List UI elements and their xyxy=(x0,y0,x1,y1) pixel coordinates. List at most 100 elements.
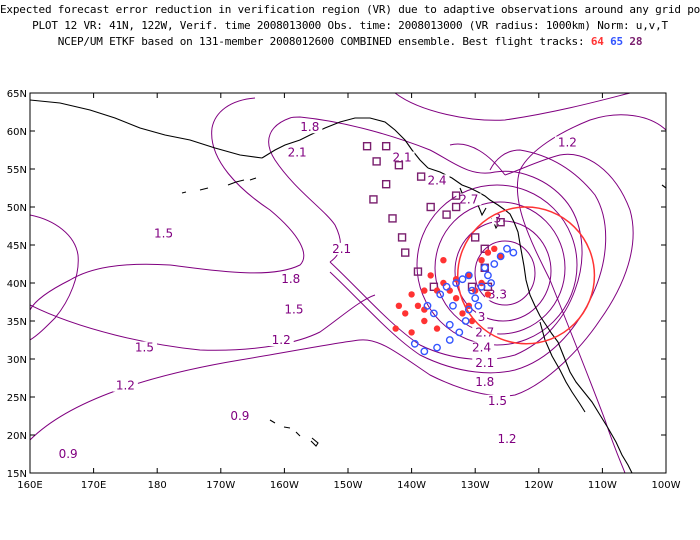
track-65-point xyxy=(452,279,461,287)
contour-label-bg xyxy=(297,121,323,134)
lon-label: 160W xyxy=(270,480,299,491)
contour-label: 2.7 xyxy=(475,325,494,339)
contour-label-bg xyxy=(55,448,81,460)
track-65-point xyxy=(429,309,438,318)
contour-1.5-main xyxy=(30,143,634,441)
track-label-65: 65 xyxy=(610,35,623,48)
contour-3 xyxy=(454,220,552,322)
track-64-point xyxy=(459,310,466,317)
contour-label: 1.5 xyxy=(488,394,507,408)
lon-label: 130W xyxy=(461,480,490,491)
lon-label: 110W xyxy=(588,480,617,491)
contour-label: 1.2 xyxy=(116,379,135,393)
contour-label: 3.3 xyxy=(488,287,507,301)
contour-label: 1.5 xyxy=(284,303,303,317)
title-line-2: PLOT 12 VR: 41N, 122W, Verif. time 20080… xyxy=(32,19,668,32)
track-64-point xyxy=(421,287,428,294)
track-28-point xyxy=(416,172,426,181)
aleutian-islands xyxy=(181,177,257,194)
track-28-point xyxy=(451,191,461,200)
track-64-point xyxy=(408,329,415,336)
lon-label: 140W xyxy=(397,480,426,491)
contour-label-bg xyxy=(472,356,498,369)
contour-label: 2.1 xyxy=(332,242,351,256)
contour-label: 1.8 xyxy=(300,120,319,134)
lat-label: 55N xyxy=(7,165,27,176)
contour-label-bg xyxy=(472,326,498,339)
track-65-point xyxy=(449,301,457,310)
track-28-point xyxy=(401,248,410,257)
lat-label: 15N xyxy=(7,469,27,480)
contour-label: 1.2 xyxy=(272,333,291,347)
track-28-point xyxy=(442,210,451,219)
contour-lines xyxy=(30,93,666,473)
track-65-point xyxy=(509,248,518,257)
lon-label: 170W xyxy=(206,480,235,491)
track-28-point xyxy=(426,202,435,212)
contour-label: 1.2 xyxy=(497,432,516,446)
title-line-3-text: NCEP/UM ETKF based on 131-member 2008012… xyxy=(57,35,585,48)
flight-track-points xyxy=(362,141,518,356)
track-65-point xyxy=(480,263,489,272)
track-64-point xyxy=(484,249,492,256)
hawaii-islands xyxy=(269,419,319,447)
alaska-coast xyxy=(30,99,429,169)
track-65-point xyxy=(445,320,454,329)
track-28-point xyxy=(369,195,378,204)
lat-label: 60N xyxy=(7,127,27,138)
baja-california xyxy=(539,321,586,413)
track-label-28: 28 xyxy=(629,35,643,48)
contour-label-bg xyxy=(484,288,510,301)
track-65-point xyxy=(496,252,505,261)
contour-1.5-west-loop xyxy=(30,214,79,341)
track-64-point xyxy=(402,310,409,317)
track-64-point xyxy=(433,325,441,332)
contour-label-bg xyxy=(554,136,580,149)
contour-label-bg xyxy=(281,303,307,316)
contour-3.3 xyxy=(474,240,536,306)
track-28-point xyxy=(397,233,407,242)
lat-label: 50N xyxy=(7,203,27,214)
track-64-point xyxy=(414,302,422,309)
contour-label-bg xyxy=(424,174,450,187)
contour-label: 1.8 xyxy=(475,375,494,389)
contour-label-bg xyxy=(469,341,495,354)
contour-label: 3 xyxy=(478,310,486,324)
lon-label: 100W xyxy=(652,480,681,491)
track-65-point xyxy=(445,336,454,344)
track-64-point xyxy=(421,317,428,325)
contour-label: 2.1 xyxy=(288,145,307,159)
lat-label: 45N xyxy=(7,241,27,252)
track-65-point xyxy=(490,260,499,268)
track-label-64: 64 xyxy=(590,35,604,48)
lon-label: 160E xyxy=(17,480,42,491)
contour-labels: 1.81.22.1 2.12.42.731.52.11.81.51.21.51.2… xyxy=(55,120,580,461)
track-28-point xyxy=(381,179,391,189)
track-64-point xyxy=(408,291,415,298)
track-28-point xyxy=(471,233,480,242)
track-28-point xyxy=(394,160,404,170)
track-64-point xyxy=(468,317,476,325)
contour-label-bg xyxy=(494,432,520,445)
track-65-point xyxy=(477,282,486,291)
track-65-point xyxy=(464,271,473,280)
contour-label-bg xyxy=(329,242,355,255)
track-64-point xyxy=(392,325,399,332)
contour-1.8 xyxy=(30,97,305,311)
map-frame xyxy=(29,92,667,474)
lat-label: 25N xyxy=(7,393,27,404)
contour-label-bg xyxy=(476,311,488,324)
track-65-point xyxy=(461,317,470,325)
coastlines xyxy=(30,99,666,473)
contour-label: 1.5 xyxy=(135,341,154,355)
track-64-point xyxy=(440,257,447,264)
track-28-point xyxy=(451,202,461,212)
contour-label-bg xyxy=(268,334,294,346)
contour-1.2-north xyxy=(394,93,631,121)
track-65-point xyxy=(487,279,495,287)
contour-label: 2.4 xyxy=(472,341,491,355)
lon-label: 180 xyxy=(148,480,167,491)
track-64-point xyxy=(484,291,492,298)
track-65-point xyxy=(433,343,441,352)
